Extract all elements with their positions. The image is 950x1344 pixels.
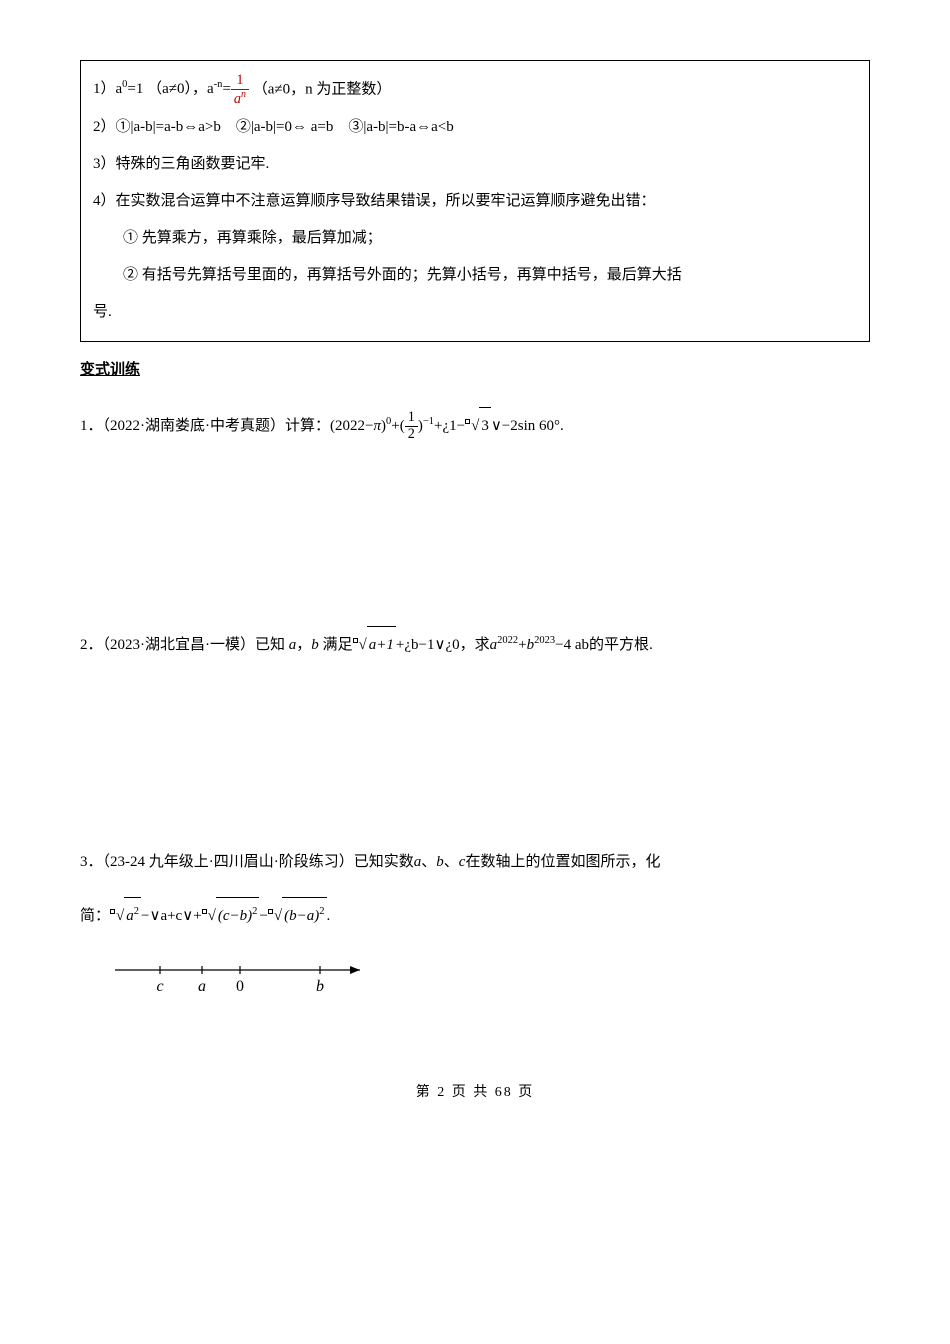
rule1-text: 1）a0=1 （a≠0），a-n= xyxy=(93,81,231,97)
nl-label-0: 0 xyxy=(236,978,244,995)
rule-2: 2）①|a-b|=a-b⇔a>b ②|a-b|=0⇔ a=b ③|a-b|=b-… xyxy=(93,111,857,144)
fraction-1-over-a-n: 1an xyxy=(231,73,249,107)
number-line-diagram: c a 0 b xyxy=(110,955,870,1018)
rule-4-main: 4）在实数混合运算中不注意运算顺序导致结果错误，所以要牢记运算顺序避免出错： xyxy=(93,185,857,218)
problem-1: 1．（2022·湖南娄底·中考真题）计算：(2022−π)0+(12)−1+¿1… xyxy=(80,407,870,446)
page-footer: 第 2 页 共 68 页 xyxy=(80,1078,870,1109)
rule-4-sub2: ② 有括号先算括号里面的，再算括号外面的；先算小括号，再算中括号，最后算大括 xyxy=(93,259,857,292)
problem-3-text-line2: 简：√a2−∨a+c∨+√(c−b)2−√(b−a)2. xyxy=(80,897,870,936)
rule1-suffix: （a≠0，n 为正整数） xyxy=(249,81,391,97)
problem-1-text: 1．（2022·湖南娄底·中考真题）计算：(2022−π)0+(12)−1+¿1… xyxy=(80,407,870,446)
problem-2-text: 2．（2023·湖北宜昌·一模）已知 a，b 满足√a+1+¿b−1∨¿0，求a… xyxy=(80,626,870,665)
section-title: 变式训练 xyxy=(80,354,870,387)
rules-box: 1）a0=1 （a≠0），a-n=1an （a≠0，n 为正整数） 2）①|a-… xyxy=(80,60,870,342)
nl-label-b: b xyxy=(316,978,324,995)
problem-3: 3．（23-24 九年级上·四川眉山·阶段练习）已知实数a、b、c在数轴上的位置… xyxy=(80,844,870,1018)
rule-4-sub2-end: 号. xyxy=(93,296,857,329)
rule-4-sub1: ① 先算乘方，再算乘除，最后算加减； xyxy=(93,222,857,255)
problem-3-text-line1: 3．（23-24 九年级上·四川眉山·阶段练习）已知实数a、b、c在数轴上的位置… xyxy=(80,844,870,882)
problem-2: 2．（2023·湖北宜昌·一模）已知 a，b 满足√a+1+¿b−1∨¿0，求a… xyxy=(80,626,870,665)
nl-label-c: c xyxy=(156,978,163,995)
rule-3: 3）特殊的三角函数要记牢. xyxy=(93,148,857,181)
rule-1: 1）a0=1 （a≠0），a-n=1an （a≠0，n 为正整数） xyxy=(93,73,857,107)
nl-label-a: a xyxy=(198,978,206,995)
number-line-svg: c a 0 b xyxy=(110,955,370,1005)
